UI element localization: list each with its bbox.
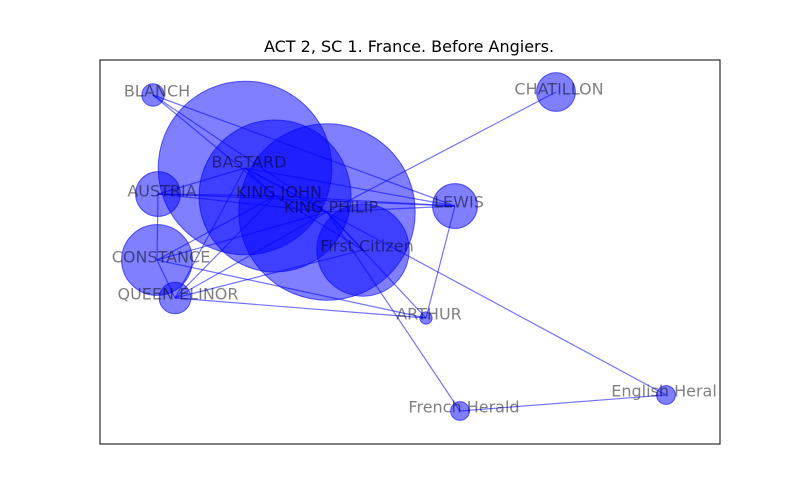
node-label-first-citizen: First Citizen: [320, 237, 413, 256]
labels-layer: BLANCH CHATILLON BASTARD AUSTRIA KING JOHNKI…: [112, 80, 717, 417]
node-label-chatillon: CHATILLON: [514, 80, 603, 99]
node-label-constance: CONSTANCE: [112, 248, 211, 267]
node-english-herald[interactable]: [656, 385, 676, 405]
node-french-herald[interactable]: [450, 401, 470, 421]
node-label-english-herald: English Heral: [611, 382, 717, 401]
edge-french-herald-english-herald: [459, 394, 667, 412]
node-first-citizen[interactable]: [316, 203, 410, 297]
node-label-king-philip: KING PHILIP: [284, 198, 379, 217]
node-label-lewis: LEWIS: [434, 193, 484, 212]
node-label-blanch: BLANCH: [124, 82, 190, 101]
node-blanch[interactable]: [141, 83, 165, 107]
node-arthur[interactable]: [419, 311, 433, 325]
node-label-austria: AUSTRIA: [127, 182, 196, 201]
edge-queen-elinor-arthur: [174, 297, 427, 319]
node-label-king-john: KING JOHN: [236, 183, 322, 202]
nodes-layer: [121, 72, 676, 421]
node-label-french-herald: French Herald: [408, 398, 519, 417]
axes-frame: [99, 59, 721, 445]
node-queen-elinor[interactable]: [158, 281, 192, 315]
node-label-bastard: BASTARD: [212, 153, 287, 172]
node-austria[interactable]: [135, 171, 181, 217]
node-chatillon[interactable]: [536, 72, 576, 112]
node-label-arthur: ARTHUR: [396, 305, 462, 324]
node-label-queen-elinor: QUEEN ELINOR: [118, 285, 239, 304]
chart-title: ACT 2, SC 1. France. Before Angiers.: [264, 37, 554, 56]
plot-area: BLANCH CHATILLON BASTARD AUSTRIA KING JOHNKI…: [99, 59, 721, 445]
node-lewis[interactable]: [432, 183, 478, 229]
node-constance[interactable]: [121, 224, 193, 296]
